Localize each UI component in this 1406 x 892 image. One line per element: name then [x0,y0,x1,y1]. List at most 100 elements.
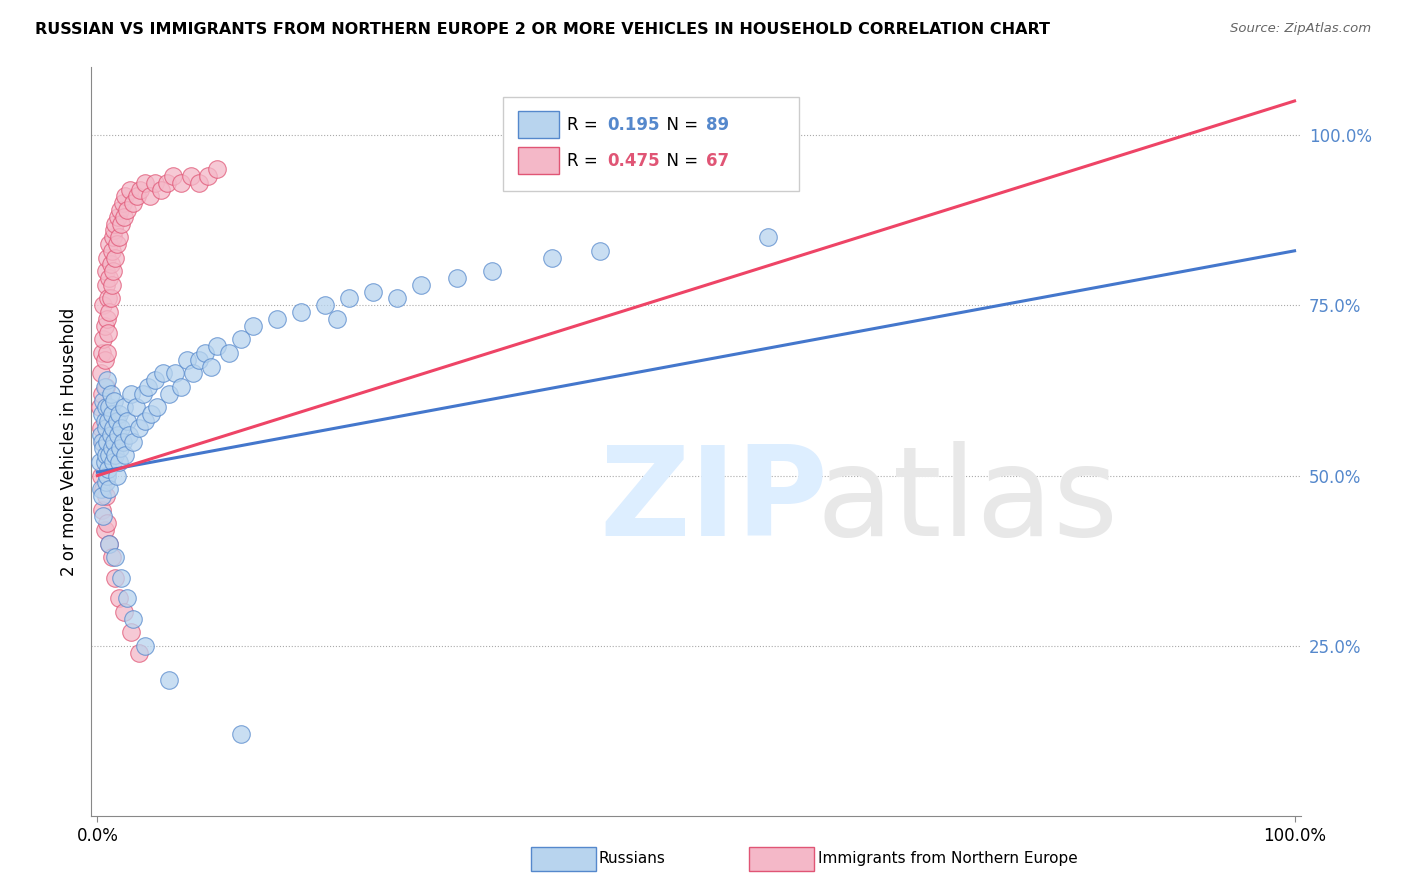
Point [110,217,132,231]
FancyBboxPatch shape [519,111,560,138]
Point [91,346,114,360]
Point [94,421,117,435]
Point [105,237,128,252]
Point [125,401,148,415]
Point [90,367,112,381]
Point [117,427,139,442]
Point [98,401,121,415]
Point [120,625,142,640]
Text: R =: R = [567,152,603,169]
Point [97,462,120,476]
Point [143,176,166,190]
Point [104,217,127,231]
Point [111,434,134,449]
Point [93,442,115,456]
Point [197,169,219,183]
Text: N =: N = [657,152,703,169]
Point [100,550,122,565]
Point [93,332,115,346]
Point [108,202,131,217]
Point [97,292,120,306]
Point [188,176,211,190]
Point [101,421,124,435]
Text: 67: 67 [706,152,728,169]
Point [100,277,122,292]
Text: 0.475: 0.475 [607,152,661,169]
Point [104,448,127,462]
Point [110,571,132,585]
Point [105,468,128,483]
Point [200,359,222,374]
Point [104,571,127,585]
Point [96,516,118,531]
Point [105,414,128,428]
Point [96,346,118,360]
Point [93,318,115,333]
Point [93,414,115,428]
Text: R =: R = [567,116,603,134]
Point [125,189,148,203]
Point [93,509,115,524]
Point [112,401,135,415]
Point [96,312,118,326]
Point [93,482,115,496]
Point [101,230,124,244]
Point [110,421,132,435]
Point [176,352,198,367]
Point [108,407,131,421]
Point [100,442,122,456]
Point [103,393,125,408]
Point [111,196,134,211]
Point [100,244,122,258]
Text: Source: ZipAtlas.com: Source: ZipAtlas.com [1230,22,1371,36]
Point [128,421,150,435]
Point [157,673,180,687]
Y-axis label: 2 or more Vehicles in Household: 2 or more Vehicles in Household [59,308,77,575]
Point [94,277,117,292]
Point [162,169,184,183]
Point [93,523,115,537]
Point [107,210,129,224]
Point [94,475,117,490]
Point [181,367,204,381]
Point [90,427,112,442]
Point [446,271,468,285]
Point [156,176,179,190]
Point [108,442,131,456]
Point [112,210,135,224]
Point [180,169,202,183]
Point [157,387,180,401]
Point [101,264,124,278]
Point [117,202,139,217]
Point [120,387,142,401]
Point [100,257,122,271]
Point [129,182,152,196]
Text: Russians: Russians [599,851,666,865]
Point [96,434,118,449]
Point [104,251,127,265]
FancyBboxPatch shape [502,97,799,191]
Point [314,298,336,312]
Point [290,305,312,319]
Text: N =: N = [657,116,703,134]
Point [188,352,211,367]
Point [122,196,145,211]
Point [143,373,166,387]
Point [90,482,112,496]
Point [100,292,122,306]
Point [218,346,240,360]
Point [108,230,131,244]
Point [385,292,408,306]
Point [229,727,252,741]
Point [89,401,111,415]
Point [108,455,131,469]
Point [91,387,114,401]
Point [94,380,117,394]
Point [756,230,779,244]
Point [98,448,121,462]
Point [91,407,114,421]
Point [90,421,112,435]
Point [91,434,114,449]
Point [152,367,174,381]
Point [94,401,117,415]
